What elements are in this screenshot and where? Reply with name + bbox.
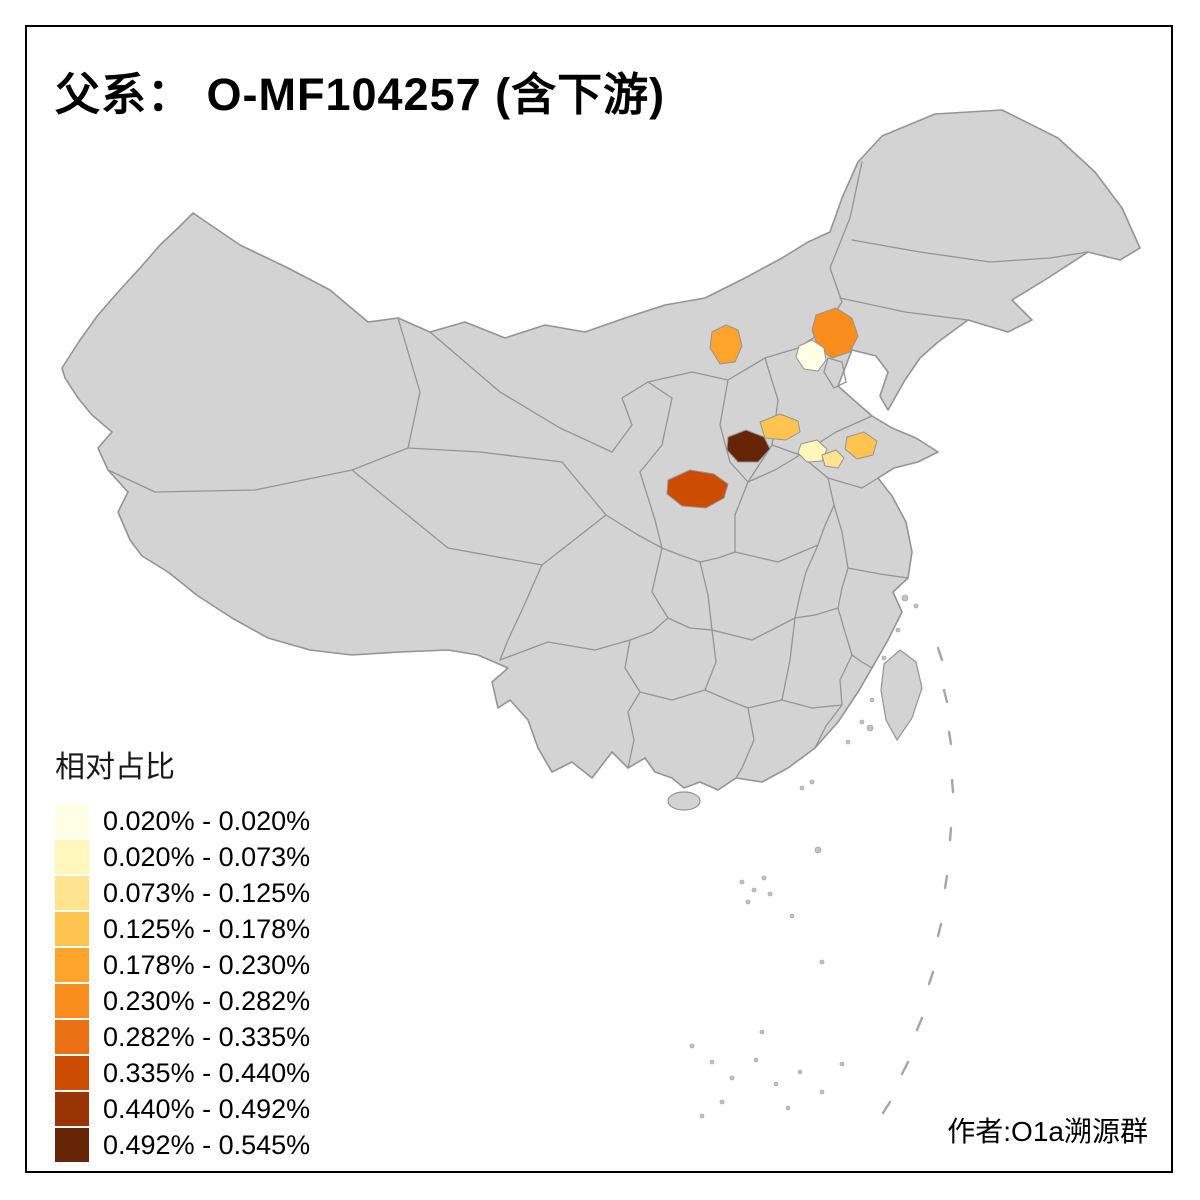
legend-swatch: [55, 912, 89, 946]
legend-swatch: [55, 840, 89, 874]
taiwan-island: [880, 649, 923, 742]
legend-row: 0.335% - 0.440%: [55, 1056, 310, 1090]
highlighted-region-shandong-northwest: [797, 439, 828, 463]
highlighted-region-shandong-central: [844, 431, 878, 460]
legend-label: 0.020% - 0.073%: [103, 841, 311, 872]
legend-swatch: [55, 1056, 89, 1090]
legend-swatch: [55, 1128, 89, 1162]
legend-row: 0.020% - 0.020%: [55, 804, 310, 838]
sea-boundary-dash-line: [881, 646, 955, 1115]
highlighted-region-shandong-west: [821, 449, 845, 469]
legend-label: 0.178% - 0.230%: [103, 949, 311, 980]
attribution: 作者:O1a溯源群: [947, 1116, 1148, 1147]
legend-label: 0.073% - 0.125%: [103, 877, 311, 908]
highlighted-region-shaanxi-central: [666, 469, 729, 509]
legend-row: 0.178% - 0.230%: [55, 948, 310, 982]
legend-label: 0.440% - 0.492%: [103, 1093, 311, 1124]
legend-label: 0.125% - 0.178%: [103, 913, 311, 944]
hainan-island: [667, 791, 701, 811]
legend-title: 相对占比: [55, 751, 175, 784]
highlighted-regions: [666, 307, 878, 509]
legend-swatch: [55, 804, 89, 838]
legend-swatch: [55, 984, 89, 1018]
legend-row: 0.492% - 0.545%: [55, 1128, 310, 1162]
legend-swatch: [55, 1020, 89, 1054]
legend-rows: 0.020% - 0.020% 0.020% - 0.073% 0.073% - 0…: [55, 804, 310, 1162]
legend-row: 0.073% - 0.125%: [55, 876, 310, 910]
legend-swatch: [55, 876, 89, 910]
figure-title: 父系： O-MF104257 (含下游): [55, 69, 666, 120]
legend-label: 0.020% - 0.020%: [103, 805, 311, 836]
highlighted-region-inner-mongolia-east: [811, 307, 859, 359]
legend-row: 0.230% - 0.282%: [55, 984, 310, 1018]
legend-row: 0.282% - 0.335%: [55, 1020, 310, 1054]
coastal-islands: [799, 594, 919, 791]
legend-row: 0.020% - 0.073%: [55, 840, 310, 874]
highlighted-region-inner-mongolia-central: [709, 324, 743, 365]
china-mainland-outline: [61, 109, 1141, 791]
legend-label: 0.282% - 0.335%: [103, 1021, 311, 1052]
legend-label: 0.335% - 0.440%: [103, 1057, 311, 1088]
legend-swatch: [55, 1092, 89, 1126]
legend-row: 0.440% - 0.492%: [55, 1092, 310, 1126]
highlighted-region-shanxi-south: [726, 429, 771, 463]
legend-label: 0.230% - 0.282%: [103, 985, 311, 1016]
legend-label: 0.492% - 0.545%: [103, 1129, 311, 1160]
legend-swatch: [55, 948, 89, 982]
highlighted-region-beijing: [795, 339, 827, 372]
legend: 相对占比 0.020% - 0.020% 0.020% - 0.073% 0.073…: [55, 742, 310, 1164]
south-china-sea-islands: [689, 846, 845, 1119]
legend-row: 0.125% - 0.178%: [55, 912, 310, 946]
